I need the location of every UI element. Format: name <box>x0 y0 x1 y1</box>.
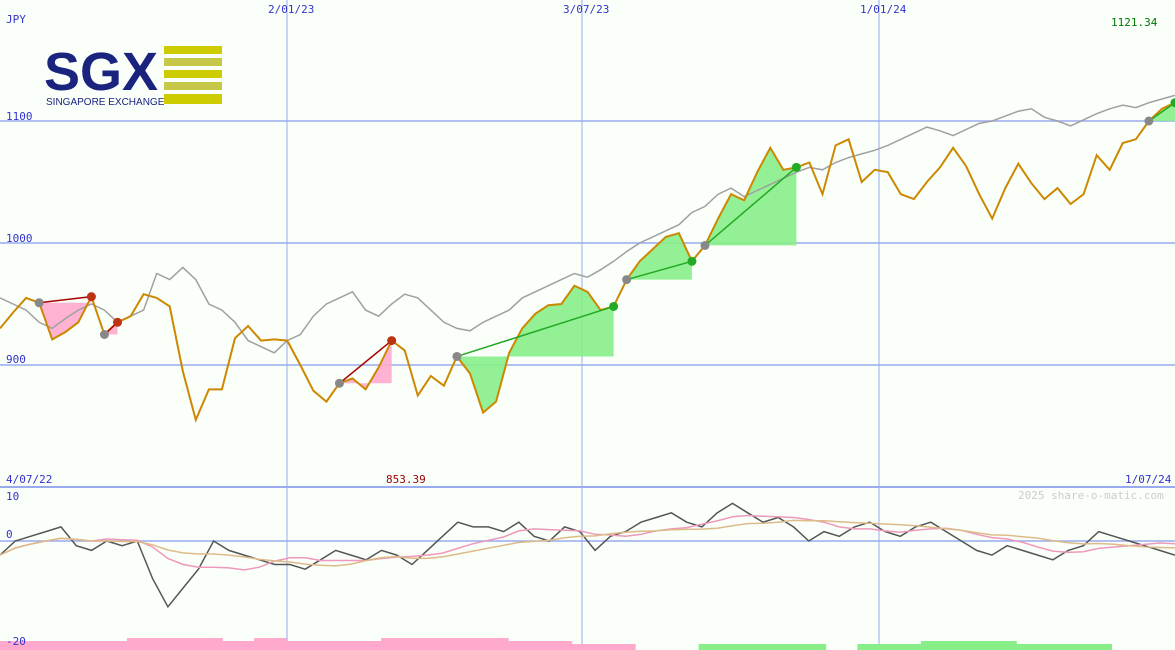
trend-start-dot <box>452 351 462 361</box>
currency-label: JPY <box>6 13 26 26</box>
series-lines <box>0 94 1175 423</box>
volume-bar <box>508 641 541 650</box>
trend-line <box>1148 102 1175 122</box>
volume-bar <box>317 641 350 650</box>
oscillator-ma-slow <box>0 519 1175 567</box>
volume-bar <box>158 638 192 650</box>
watermark: 2025 share-o-matic.com <box>1018 489 1164 502</box>
trend-start-dot <box>334 378 344 388</box>
volume-bar <box>254 638 287 650</box>
volume-bar <box>698 644 731 650</box>
volume-bar <box>762 644 795 650</box>
trend-end-dot <box>1170 98 1175 108</box>
logo-stripe <box>164 94 222 104</box>
volume-bars <box>0 638 1112 650</box>
trend-start-dot <box>622 275 632 285</box>
osc-y-tick: 0 <box>6 528 13 541</box>
volume-bar <box>412 638 446 650</box>
volume-bar <box>857 644 890 650</box>
volume-bar <box>190 638 223 650</box>
volume-bar <box>31 641 65 650</box>
trend-line <box>39 295 92 304</box>
x-range-start: 4/07/22 <box>6 473 52 486</box>
trend-line <box>626 260 693 281</box>
osc-y-tick: -20 <box>6 635 26 648</box>
gain-area <box>705 147 797 246</box>
trend-end-dot <box>791 162 801 172</box>
volume-bar <box>1079 644 1112 650</box>
gain-area <box>456 285 614 413</box>
volume-bar <box>444 638 477 650</box>
volume-bar <box>1048 644 1081 650</box>
x-tick-label: 1/01/24 <box>860 3 907 16</box>
volume-bar <box>95 641 128 650</box>
low-price-label: 853.39 <box>386 473 426 486</box>
logo-stripe <box>164 58 222 66</box>
oscillator-line <box>0 502 1175 609</box>
trend-markers <box>34 98 1175 388</box>
trend-line <box>704 166 797 247</box>
volume-bar <box>603 644 636 650</box>
volume-bar <box>285 641 319 650</box>
y-tick-label: 1100 <box>6 110 33 123</box>
trend-line <box>338 340 393 384</box>
trend-start-dot <box>700 240 710 250</box>
trend-line <box>456 305 614 358</box>
last-price-label: 1121.34 <box>1111 16 1158 29</box>
volume-bar <box>349 641 382 650</box>
price-line <box>0 101 1175 423</box>
volume-bar <box>381 638 414 650</box>
loss-area <box>339 340 392 390</box>
osc-y-tick: 10 <box>6 490 19 503</box>
volume-bar <box>730 644 763 650</box>
volume-bar <box>63 641 96 650</box>
trend-end-dot <box>86 292 96 302</box>
logo-stripe <box>164 82 222 90</box>
trend-end-dot <box>687 256 697 266</box>
volume-bar <box>571 644 604 650</box>
volume-bar <box>793 644 827 650</box>
volume-bar <box>127 638 160 650</box>
volume-bar <box>952 641 985 650</box>
y-tick-label: 900 <box>6 353 26 366</box>
volume-bar <box>920 641 954 650</box>
volume-bar <box>539 641 573 650</box>
logo-stripe <box>164 46 222 54</box>
volume-bar <box>1016 644 1049 650</box>
logo-stripe <box>164 70 222 78</box>
trend-start-dot <box>99 330 109 339</box>
volume-bar <box>889 644 922 650</box>
trend-start-dot <box>1144 116 1154 126</box>
index-line <box>0 94 1175 354</box>
gain-area <box>626 233 692 280</box>
trend-end-dot <box>387 336 397 346</box>
oscillator-panel <box>0 502 1175 609</box>
logo-tagline: SINGAPORE EXCHANGE <box>46 97 165 108</box>
trend-end-dot <box>113 317 122 327</box>
logo-wordmark: SGX <box>44 42 158 102</box>
volume-bar <box>0 641 33 650</box>
volume-bar <box>222 641 255 650</box>
x-range-end: 1/07/24 <box>1125 473 1172 486</box>
trend-start-dot <box>34 298 44 308</box>
volume-bar <box>476 638 509 650</box>
x-tick-label: 2/01/23 <box>268 3 314 16</box>
volume-bar <box>984 641 1017 650</box>
oscillator-ma-fast <box>0 514 1175 571</box>
trend-end-dot <box>609 301 619 311</box>
x-tick-label: 3/07/23 <box>563 3 609 16</box>
sgx-logo: SGX SINGAPORE EXCHANGE <box>44 42 222 108</box>
y-tick-label: 1000 <box>6 232 33 245</box>
